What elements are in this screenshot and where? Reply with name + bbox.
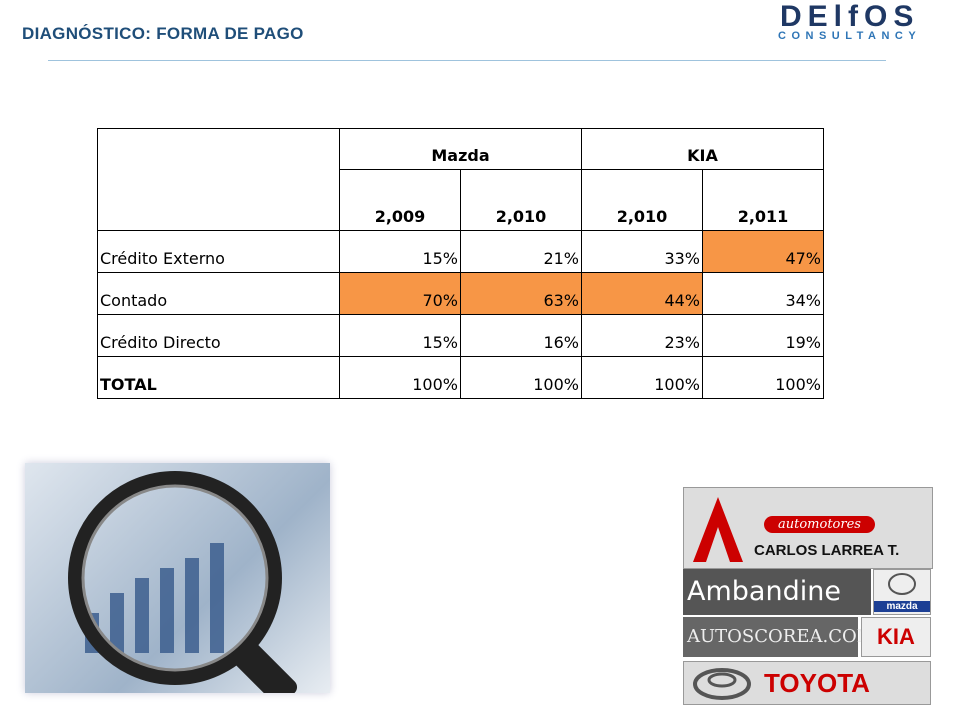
year-header: 2,009 — [339, 169, 461, 231]
value-cell: 19% — [702, 314, 824, 357]
value-cell: 100% — [702, 356, 824, 399]
photo-art — [68, 471, 298, 693]
corner-cell — [97, 128, 340, 231]
value-cell: 23% — [581, 314, 703, 357]
logo-mazda: mazda — [873, 569, 931, 615]
value-cell: 63% — [460, 272, 582, 315]
header-row: Mazda KIA — [97, 128, 824, 231]
row-label: Contado — [97, 272, 340, 315]
logo-text: TOYOTA — [764, 668, 870, 698]
data-row: Contado 70% 63% 44% 34% — [97, 272, 824, 315]
value-cell: 15% — [339, 230, 461, 273]
data-row: Crédito Externo 15% 21% 33% 47% — [97, 230, 824, 273]
value-cell: 15% — [339, 314, 461, 357]
logo-main: DElfOS — [780, 0, 920, 33]
header-row: 2,009 2,010 2,010 2,011 — [98, 169, 824, 231]
value-cell: 100% — [339, 356, 461, 399]
dealer-logos: automotores CARLOS LARREA T. Ambandine S… — [683, 487, 933, 705]
magnifier-photo — [25, 463, 330, 693]
divider — [48, 60, 886, 61]
slide-title: DIAGNÓSTICO: FORMA DE PAGO — [22, 24, 304, 43]
value-cell: 47% — [702, 230, 824, 273]
year-header: 2,010 — [581, 169, 703, 231]
logo-autoscorea: AUTOSCOREA.COM — [683, 617, 875, 657]
data-row: Crédito Directo 15% 16% 23% 19% — [97, 314, 824, 357]
year-header: 2,010 — [460, 169, 582, 231]
value-cell: 70% — [339, 272, 461, 315]
row-label: Crédito Directo — [97, 314, 340, 357]
logo-mark — [693, 668, 751, 700]
value-cell: 34% — [702, 272, 824, 315]
data-row: TOTAL 100% 100% 100% 100% — [97, 356, 824, 399]
logo-carlos: automotores CARLOS LARREA T. — [683, 487, 933, 569]
value-cell: 21% — [460, 230, 582, 273]
row-label: TOTAL — [97, 356, 340, 399]
payment-table: Mazda KIA 2,009 2,010 2,010 2,011 Crédito Exte… — [97, 128, 824, 399]
group-header: KIA — [581, 128, 824, 170]
value-cell: 100% — [460, 356, 582, 399]
logo-text: mazda — [874, 601, 930, 612]
logo-toyota: TOYOTA — [683, 661, 931, 705]
logo-text: automotores — [764, 516, 875, 533]
logo-mark — [888, 573, 916, 595]
group-header: Mazda — [339, 128, 582, 170]
logo-sub: CONSULTANCY — [778, 30, 922, 42]
year-header: 2,011 — [702, 169, 824, 231]
value-cell: 16% — [460, 314, 582, 357]
logo-mark — [693, 497, 743, 562]
row-label: Crédito Externo — [97, 230, 340, 273]
logo-ambandine: Ambandine S.A. — [683, 569, 871, 653]
logo-kia: KIA — [861, 617, 931, 657]
value-cell: 100% — [581, 356, 703, 399]
value-cell: 33% — [581, 230, 703, 273]
logo-text: CARLOS LARREA T. — [754, 542, 900, 559]
value-cell: 44% — [581, 272, 703, 315]
